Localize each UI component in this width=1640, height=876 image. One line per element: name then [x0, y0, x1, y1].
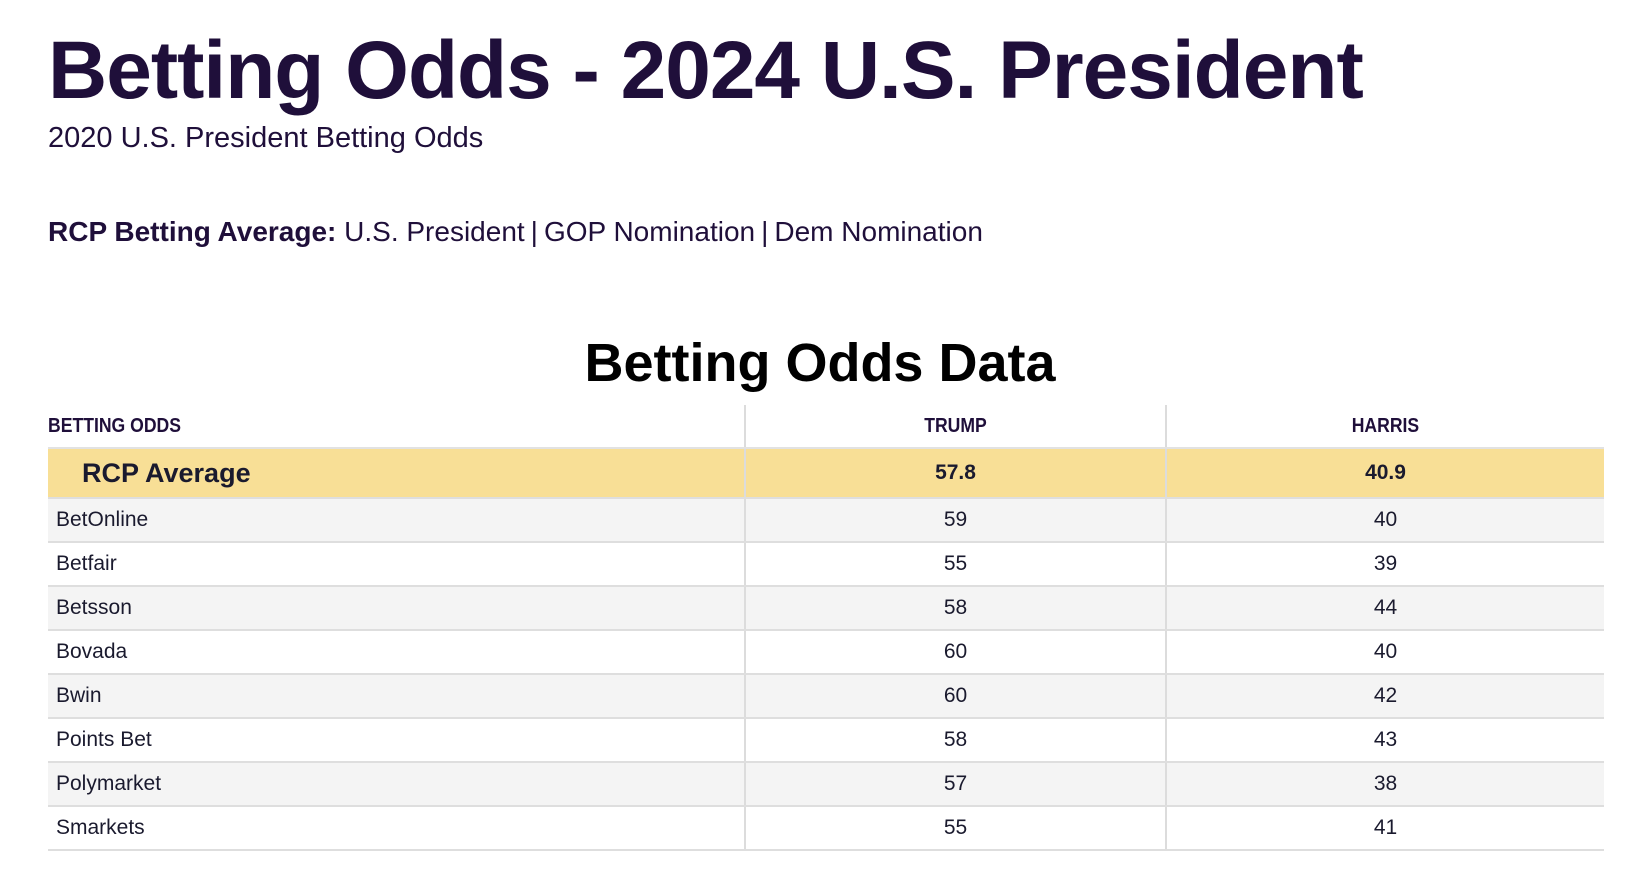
- rcp-average-row: RCP Average 57.8 40.9: [48, 448, 1604, 499]
- table-row: Bovada 60 40: [48, 630, 1604, 675]
- column-header-betting-odds[interactable]: BETTING ODDS: [48, 405, 662, 449]
- harris-odds: 40: [1165, 630, 1604, 675]
- betting-average-nav: RCP Betting Average: U.S. President | GOP …: [48, 216, 983, 248]
- trump-odds: 58: [744, 718, 1166, 763]
- harris-odds: 39: [1165, 542, 1604, 587]
- trump-odds: 60: [744, 674, 1166, 719]
- link-us-president[interactable]: U.S. President: [344, 216, 525, 247]
- link-dem-nomination[interactable]: Dem Nomination: [774, 216, 983, 247]
- table-row: Polymarket 57 38: [48, 762, 1604, 807]
- bookmaker-name: Polymarket: [48, 762, 745, 807]
- table-row: Bwin 60 42: [48, 674, 1604, 719]
- bookmaker-name: Points Bet: [48, 718, 745, 763]
- trump-odds: 55: [744, 542, 1166, 587]
- bookmaker-name: Bwin: [48, 674, 745, 719]
- betting-average-label: RCP Betting Average:: [48, 216, 337, 247]
- rcp-average-label: RCP Average: [48, 448, 745, 499]
- harris-odds: 43: [1165, 718, 1604, 763]
- trump-odds: 55: [744, 806, 1166, 851]
- harris-odds: 41: [1165, 806, 1604, 851]
- column-header-trump[interactable]: TRUMP: [769, 405, 1141, 449]
- bookmaker-name: Betfair: [48, 542, 745, 587]
- harris-odds: 38: [1165, 762, 1604, 807]
- table-header-row: BETTING ODDS TRUMP HARRIS: [48, 405, 1604, 449]
- harris-odds: 42: [1165, 674, 1604, 719]
- trump-odds: 57: [744, 762, 1166, 807]
- table-title: Betting Odds Data: [584, 333, 1056, 393]
- nav-separator: |: [530, 216, 538, 247]
- bookmaker-name: Smarkets: [48, 806, 745, 851]
- table-row: Smarkets 55 41: [48, 806, 1604, 851]
- bookmaker-name: Betsson: [48, 586, 745, 631]
- bookmaker-name: Bovada: [48, 630, 745, 675]
- harris-odds: 40: [1165, 498, 1604, 543]
- column-header-harris[interactable]: HARRIS: [1191, 405, 1578, 449]
- table-row: Betsson 58 44: [48, 586, 1604, 631]
- table-row: Betfair 55 39: [48, 542, 1604, 587]
- trump-odds: 59: [744, 498, 1166, 543]
- trump-odds: 58: [744, 586, 1166, 631]
- page-title: Betting Odds - 2024 U.S. President: [48, 25, 1364, 116]
- table-row: Points Bet 58 43: [48, 718, 1604, 763]
- trump-odds: 60: [744, 630, 1166, 675]
- rcp-average-trump: 57.8: [744, 448, 1166, 499]
- link-gop-nomination[interactable]: GOP Nomination: [543, 216, 756, 247]
- nav-separator: |: [761, 216, 769, 247]
- rcp-average-harris: 40.9: [1165, 448, 1604, 499]
- betting-odds-table: BETTING ODDS TRUMP HARRIS RCP Average 57…: [48, 405, 1604, 851]
- harris-odds: 44: [1165, 586, 1604, 631]
- table-row: BetOnline 59 40: [48, 498, 1604, 543]
- bookmaker-name: BetOnline: [48, 498, 745, 543]
- page-subtitle: 2020 U.S. President Betting Odds: [48, 122, 484, 154]
